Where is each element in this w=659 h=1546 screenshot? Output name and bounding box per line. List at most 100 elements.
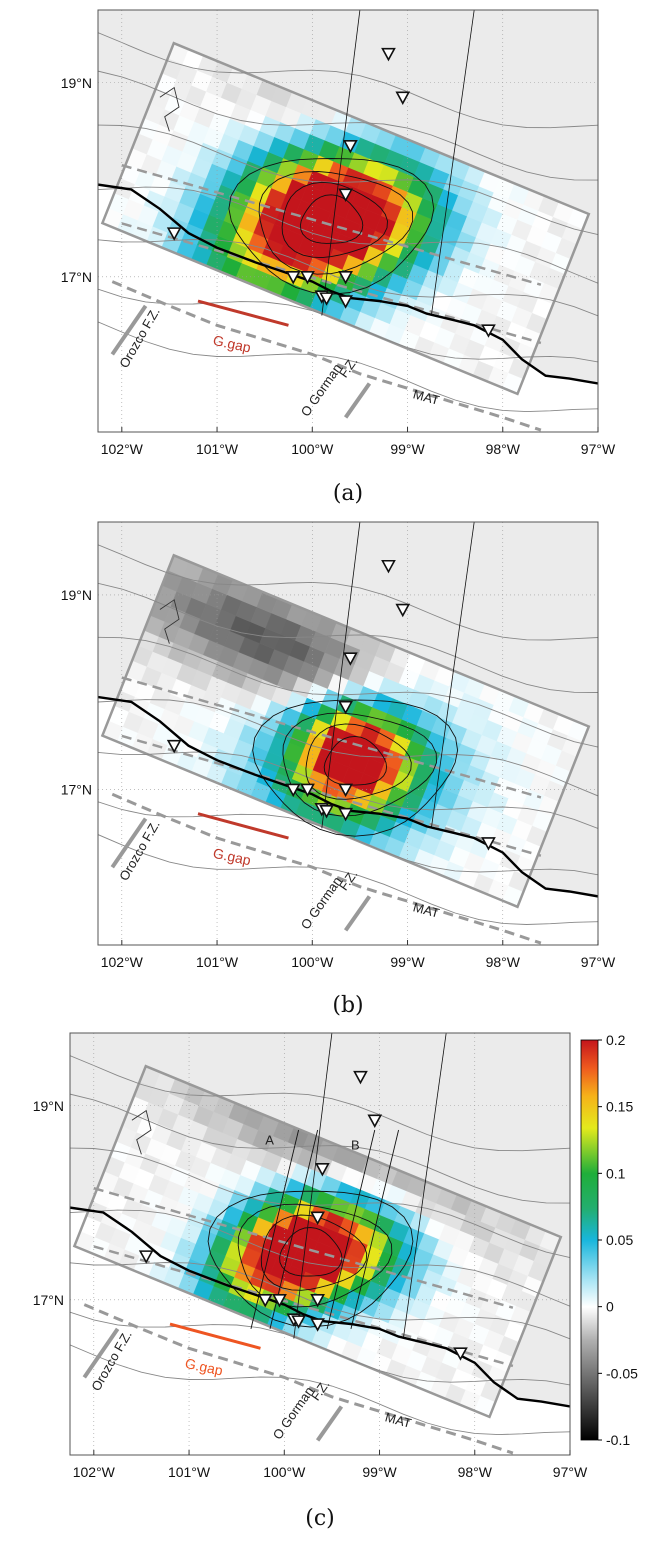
mat-label: MAT — [412, 899, 442, 920]
lat-tick-label: 17°N — [61, 269, 92, 285]
slip-contour — [281, 181, 388, 259]
lat-tick-label: 17°N — [61, 781, 92, 797]
colorbar-ramp — [580, 1039, 599, 1441]
slab-contour — [70, 1093, 570, 1204]
slab-contour — [98, 321, 598, 413]
slab-contour — [98, 124, 598, 236]
station-marker — [338, 700, 353, 715]
trench-mat — [83, 1303, 514, 1455]
slab-contour — [98, 239, 598, 317]
colorbar-tick-label: -0.1 — [606, 1432, 630, 1448]
trench-mat — [111, 280, 542, 432]
lat-tick-label: 19°N — [61, 587, 92, 603]
slip-contour — [279, 1227, 343, 1277]
station-marker — [300, 270, 315, 285]
station-marker — [319, 805, 334, 819]
track-line — [321, 522, 361, 829]
lat-tick-label: 19°N — [61, 75, 92, 91]
lon-tick-label: 101°W — [168, 1464, 211, 1480]
station-marker — [395, 603, 411, 618]
station-marker — [338, 188, 353, 202]
slip-contour — [252, 699, 459, 837]
panel-caption: (a) — [333, 481, 363, 506]
slip-contour — [237, 1203, 393, 1308]
slip-contour — [258, 171, 414, 275]
station-marker — [272, 1293, 287, 1308]
station-marker — [381, 47, 396, 62]
station-marker — [367, 1114, 383, 1128]
station-marker — [300, 783, 315, 798]
slip-contour — [228, 158, 435, 295]
slip-contours — [207, 1190, 414, 1328]
station-marker — [315, 1163, 330, 1177]
lon-tick-label: 99°W — [390, 954, 425, 970]
lon-tick-label: 101°W — [196, 954, 239, 970]
slab-contour — [70, 1311, 570, 1386]
colorbar-tick-label: -0.05 — [606, 1365, 638, 1381]
station-marker — [310, 1293, 325, 1308]
map-frame — [97, 9, 599, 433]
slab-dashed-contour — [121, 676, 542, 799]
coastline — [98, 183, 598, 385]
slab-contour — [98, 751, 598, 829]
station-marker — [338, 783, 353, 798]
colorbar-tick-label: 0.15 — [606, 1099, 633, 1115]
stations — [138, 1070, 468, 1361]
station-marker — [338, 270, 353, 285]
slip-contour — [305, 723, 412, 800]
colorbar-tick-label: 0.05 — [606, 1232, 633, 1248]
slab-dashed-contour — [121, 163, 542, 286]
station-marker — [395, 91, 411, 105]
coastline — [70, 1206, 570, 1408]
track-line — [402, 1033, 447, 1339]
ogorman-fz — [343, 382, 372, 419]
colorbar-tick-label: 0.2 — [606, 1032, 626, 1048]
station-marker — [481, 837, 496, 851]
station-marker — [381, 559, 396, 574]
lon-tick-label: 100°W — [291, 441, 334, 457]
profile-a-label: A — [265, 1133, 274, 1148]
lon-tick-label: 98°W — [486, 954, 521, 970]
orozco-fz — [110, 817, 148, 869]
slab-contour — [98, 544, 598, 641]
slip-contours — [252, 699, 459, 837]
panel-caption: (c) — [305, 1506, 335, 1531]
lon-tick-label: 102°W — [73, 1464, 116, 1480]
lake-outline — [159, 86, 180, 132]
slab-dashed-contour — [121, 222, 542, 345]
station-marker — [291, 1315, 306, 1329]
orozco-fz — [110, 304, 148, 356]
station-marker — [285, 270, 301, 285]
station-marker — [285, 783, 301, 798]
station-marker — [138, 1250, 154, 1264]
gap-segment — [197, 812, 289, 840]
station-marker — [319, 292, 334, 306]
station-marker — [338, 807, 353, 822]
gap-label: G.gap — [212, 332, 253, 356]
lon-tick-label: 97°W — [581, 441, 616, 457]
slab-contours — [98, 544, 598, 925]
lon-tick-label: 102°W — [101, 441, 144, 457]
slab-contour — [98, 636, 598, 748]
lon-tick-label: 98°W — [458, 1464, 493, 1480]
station-marker — [338, 295, 353, 309]
lon-tick-label: 97°W — [553, 1464, 588, 1480]
station-marker — [257, 1293, 273, 1308]
station-marker — [310, 1211, 325, 1225]
station-marker — [481, 324, 496, 338]
slab-contour — [70, 1344, 570, 1436]
station-marker — [343, 652, 358, 666]
colorbar-tick-label: 0.1 — [606, 1165, 626, 1181]
slab-contour — [98, 801, 598, 876]
coastline — [98, 695, 598, 898]
lon-tick-label: 100°W — [291, 954, 334, 970]
lon-tick-label: 98°W — [486, 441, 521, 457]
profile-b-label: B — [351, 1137, 360, 1152]
slab-contour — [98, 699, 598, 797]
stations — [166, 559, 496, 851]
lat-tick-label: 17°N — [33, 1292, 64, 1308]
